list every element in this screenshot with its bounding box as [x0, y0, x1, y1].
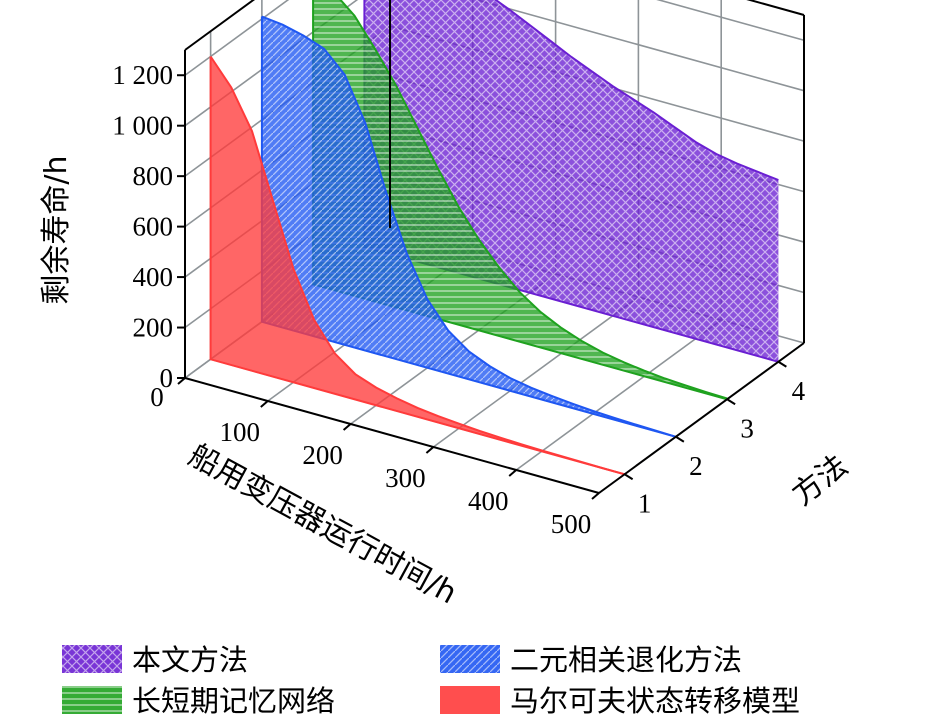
x-tick-mark [508, 469, 517, 477]
x-tick-label: 300 [385, 463, 426, 493]
z-tick-label: 3 [740, 413, 754, 443]
legend-swatch [440, 686, 500, 714]
axes-frame [177, 0, 805, 500]
x-tick-mark [342, 423, 352, 431]
floor-grid-line [432, 296, 639, 448]
y-tick-label: 1 200 [112, 60, 173, 90]
legend-item: 长短期记忆网络 [62, 684, 335, 718]
y-tick-label: 400 [133, 262, 174, 292]
y-tick-label: 0 [160, 363, 174, 393]
floor-grid-line [515, 319, 722, 471]
x-tick-label: 400 [468, 486, 509, 516]
frame-edge [184, 0, 256, 51]
x-tick-label: 0 [150, 382, 164, 412]
series-hatch [261, 16, 676, 437]
z-tick-label: 4 [792, 376, 806, 406]
legend-item: 本文方法 [62, 643, 248, 677]
series-line [494, 0, 779, 182]
y-tick-label: 800 [133, 161, 174, 191]
legend-label: 马尔可夫状态转移模型 [510, 684, 800, 718]
z-tick-label: 1 [638, 488, 652, 518]
x-tick-label: 100 [220, 417, 261, 447]
z-tick-mark [675, 435, 685, 443]
legend-swatch-hatch [62, 686, 122, 714]
series-area [210, 56, 625, 475]
x-tick-mark [425, 446, 435, 454]
z-tick-mark [777, 360, 787, 368]
x-tick-mark [260, 400, 269, 408]
y-tick-label: 600 [133, 212, 174, 242]
legend-item: 马尔可夫状态转移模型 [440, 684, 800, 718]
legend-label: 本文方法 [132, 643, 248, 677]
z-tick-mark [726, 398, 736, 406]
series-1 [209, 55, 625, 476]
frame-edge [184, 377, 600, 494]
x-tick-label: 500 [551, 509, 592, 539]
series-line [339, 0, 728, 400]
y-tick-label: 200 [133, 313, 174, 343]
legend-label: 长短期记忆网络 [132, 684, 335, 718]
legend-label: 二元相关退化方法 [510, 643, 742, 677]
back-grid-line [656, 0, 805, 42]
series-base-line [209, 56, 625, 476]
tick-labels: 0 200 400 600 800 1 000 1 200 0 100 200 300 400 500 1… [112, 60, 805, 539]
back-grid-line [474, 0, 805, 92]
y-axis-label: 剩余寿命/h [39, 155, 74, 304]
legend-swatch-hatch [440, 645, 500, 673]
z-axis-label: 方法 [786, 448, 855, 513]
legend-item: 二元相关退化方法 [440, 643, 742, 677]
x-tick-label: 200 [302, 440, 343, 470]
x-tick-mark [177, 377, 186, 385]
series-layer [209, 0, 779, 476]
x-tick-mark [591, 492, 600, 500]
series-line [261, 15, 677, 438]
legend-swatch-hatch [62, 645, 122, 673]
z-tick-mark [624, 473, 634, 481]
frame-edge [598, 342, 805, 494]
side-grid-line [184, 0, 290, 76]
y-tick-label: 1 000 [112, 111, 173, 141]
z-tick-label: 2 [689, 451, 703, 481]
